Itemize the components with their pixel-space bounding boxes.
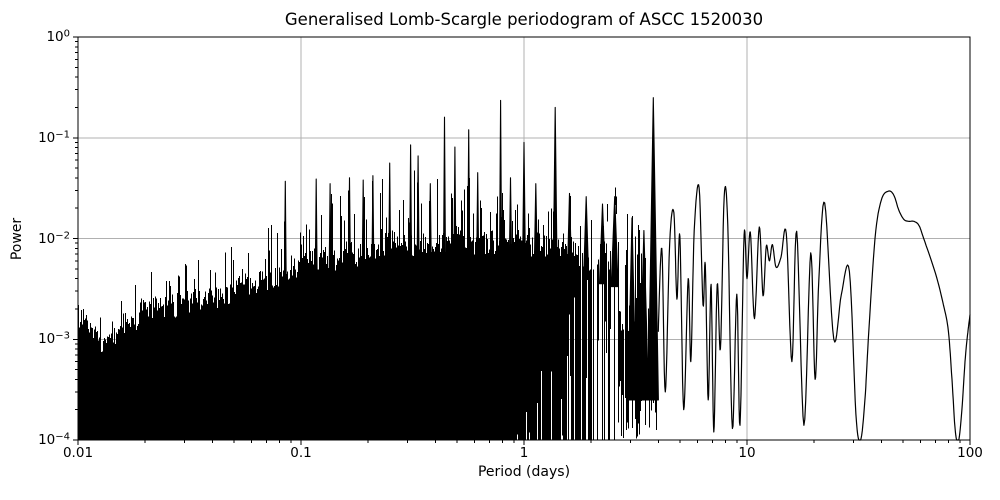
y-tick-label: 10−3 <box>38 330 70 348</box>
periodogram-resolved-curve <box>657 184 971 441</box>
y-tick-label: 10−1 <box>38 129 70 146</box>
axis-ticks <box>73 36 971 445</box>
y-axis-label: Power <box>9 217 25 261</box>
y-tick-label: 100 <box>46 28 70 45</box>
x-tick-label: 100 <box>957 445 983 461</box>
x-tick-label: 0.01 <box>62 445 94 461</box>
x-tick-label: 10 <box>738 445 756 461</box>
x-axis-label: Period (days) <box>477 464 571 480</box>
y-tick-label: 10−2 <box>38 230 70 247</box>
x-tick-label: 0.1 <box>290 445 312 461</box>
periodogram-major-peaks <box>283 97 659 401</box>
plot-border <box>77 36 971 441</box>
y-tick-label: 10−4 <box>38 431 70 448</box>
chart-title: Generalised Lomb-Scargle periodogram of … <box>284 10 764 29</box>
x-tick-label: 1 <box>519 445 529 461</box>
